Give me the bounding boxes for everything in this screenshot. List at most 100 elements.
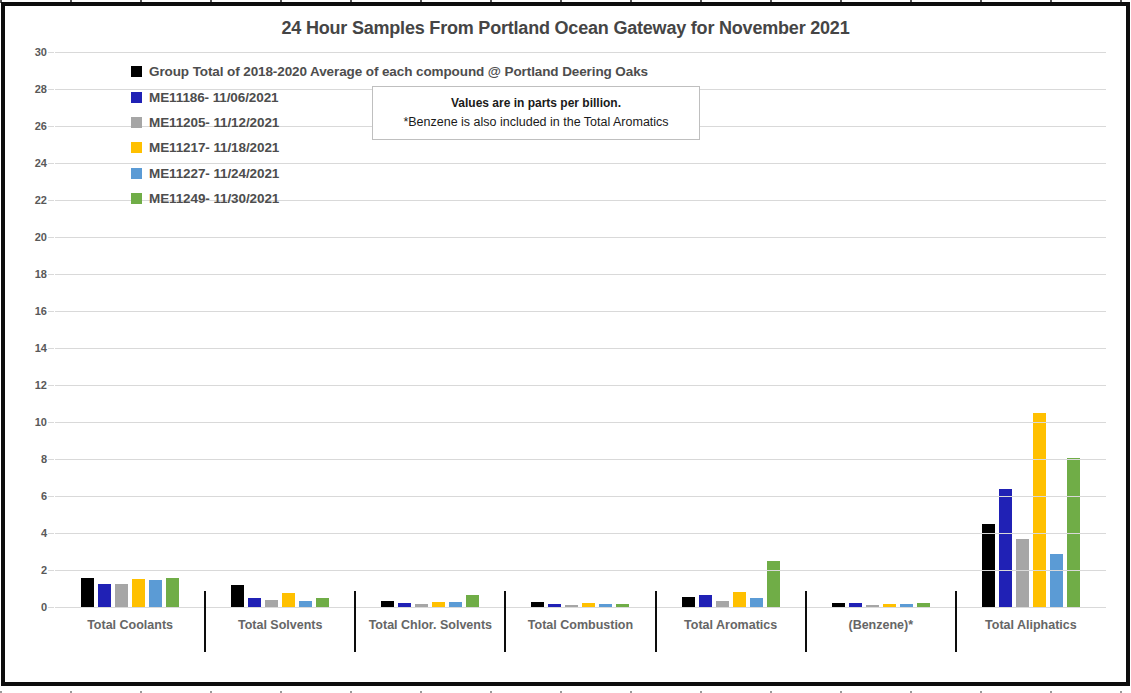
y-tick-label-10: 10	[5, 415, 47, 429]
y-tick-mark	[48, 311, 54, 312]
gridline-20	[55, 237, 1106, 238]
category-label-6: (Benzene)*	[806, 618, 956, 632]
bar	[982, 524, 995, 607]
bar	[1050, 554, 1063, 607]
bar	[98, 584, 111, 607]
chart-title: 24 Hour Samples From Portland Ocean Gate…	[5, 18, 1126, 39]
y-tick-mark	[48, 607, 54, 608]
y-tick-mark	[48, 89, 54, 90]
category-label-4: Total Combustion	[505, 618, 655, 632]
chart: 24 Hour Samples From Portland Ocean Gate…	[1, 2, 1130, 686]
category-label-7: Total Aliphatics	[956, 618, 1106, 632]
y-tick-label-8: 8	[5, 452, 47, 466]
bar	[733, 592, 746, 607]
bar	[1016, 539, 1029, 607]
y-tick-label-22: 22	[5, 193, 47, 207]
y-tick-mark	[48, 570, 54, 571]
y-tick-label-16: 16	[5, 304, 47, 318]
y-tick-label-6: 6	[5, 489, 47, 503]
y-tick-mark	[48, 348, 54, 349]
legend-item-5: ME11227- 11/24/2021	[131, 161, 648, 186]
bar	[1033, 413, 1046, 607]
y-axis: 024681012141618202224262830	[5, 52, 47, 607]
bar	[166, 578, 179, 607]
legend-label: Group Total of 2018-2020 Average of each…	[149, 64, 648, 79]
legend-label: ME11186- 11/06/2021	[149, 90, 278, 105]
y-tick-label-30: 30	[5, 45, 47, 59]
legend-item-1: Group Total of 2018-2020 Average of each…	[131, 59, 648, 84]
gridline-30	[55, 52, 1106, 53]
chart-area: 24 Hour Samples From Portland Ocean Gate…	[5, 6, 1126, 682]
category-separator	[204, 591, 206, 652]
y-tick-mark	[48, 52, 54, 53]
spreadsheet-edge-bottom	[0, 687, 1131, 693]
legend-swatch-icon	[131, 66, 142, 77]
bar	[149, 580, 162, 607]
annotation-box: Values are in parts per billion. *Benzen…	[372, 86, 700, 140]
y-tick-mark	[48, 533, 54, 534]
gridline-12	[55, 385, 1106, 386]
y-tick-label-0: 0	[5, 600, 47, 614]
category-group-6	[806, 52, 956, 607]
bar	[682, 597, 695, 607]
legend-label: ME11227- 11/24/2021	[149, 166, 279, 181]
category-label-5: Total Aromatics	[656, 618, 806, 632]
annotation-line-1: Values are in parts per billion.	[373, 94, 699, 113]
category-separator	[805, 591, 807, 652]
gridline-18	[55, 274, 1106, 275]
y-tick-label-26: 26	[5, 119, 47, 133]
y-tick-mark	[48, 496, 54, 497]
y-tick-label-14: 14	[5, 341, 47, 355]
y-tick-mark	[48, 163, 54, 164]
bar	[282, 593, 295, 607]
legend-swatch-icon	[131, 142, 142, 153]
gridline-14	[55, 348, 1106, 349]
category-separator	[504, 591, 506, 652]
category-separator	[955, 591, 957, 652]
y-tick-mark	[48, 422, 54, 423]
x-axis: Total CoolantsTotal SolventsTotal Chlor.…	[55, 618, 1106, 632]
y-tick-mark	[48, 200, 54, 201]
gridline-6	[55, 496, 1106, 497]
y-tick-label-4: 4	[5, 526, 47, 540]
y-tick-label-20: 20	[5, 230, 47, 244]
gridline-2	[55, 570, 1106, 571]
gridline-4	[55, 533, 1106, 534]
legend-swatch-icon	[131, 92, 142, 103]
y-tick-mark	[48, 459, 54, 460]
category-label-3: Total Chlor. Solvents	[355, 618, 505, 632]
y-tick-mark	[48, 126, 54, 127]
y-tick-mark	[48, 385, 54, 386]
y-tick-label-18: 18	[5, 267, 47, 281]
legend-swatch-icon	[131, 168, 142, 179]
y-tick-label-24: 24	[5, 156, 47, 170]
category-separator	[354, 591, 356, 652]
category-label-1: Total Coolants	[55, 618, 205, 632]
legend-item-6: ME11249- 11/30/2021	[131, 186, 648, 211]
gridline-8	[55, 459, 1106, 460]
bar	[115, 584, 128, 607]
legend-swatch-icon	[131, 193, 142, 204]
bar	[231, 585, 244, 607]
category-separator	[655, 591, 657, 652]
bar	[699, 595, 712, 607]
bar	[767, 561, 780, 607]
legend-label: ME11205- 11/12/2021	[149, 115, 279, 130]
bar	[999, 489, 1012, 607]
annotation-line-2: *Benzene is also included in the Total A…	[373, 113, 699, 132]
bar	[132, 579, 145, 607]
y-tick-mark	[48, 237, 54, 238]
y-tick-mark	[48, 274, 54, 275]
legend-label: ME11217- 11/18/2021	[149, 140, 279, 155]
bar	[466, 595, 479, 607]
gridline-16	[55, 311, 1106, 312]
y-tick-label-12: 12	[5, 378, 47, 392]
y-tick-label-28: 28	[5, 82, 47, 96]
x-axis-baseline	[55, 607, 1106, 608]
gridline-10	[55, 422, 1106, 423]
y-tick-label-2: 2	[5, 563, 47, 577]
category-group-7	[956, 52, 1106, 607]
legend-swatch-icon	[131, 117, 142, 128]
category-label-2: Total Solvents	[205, 618, 355, 632]
bar	[81, 578, 94, 607]
